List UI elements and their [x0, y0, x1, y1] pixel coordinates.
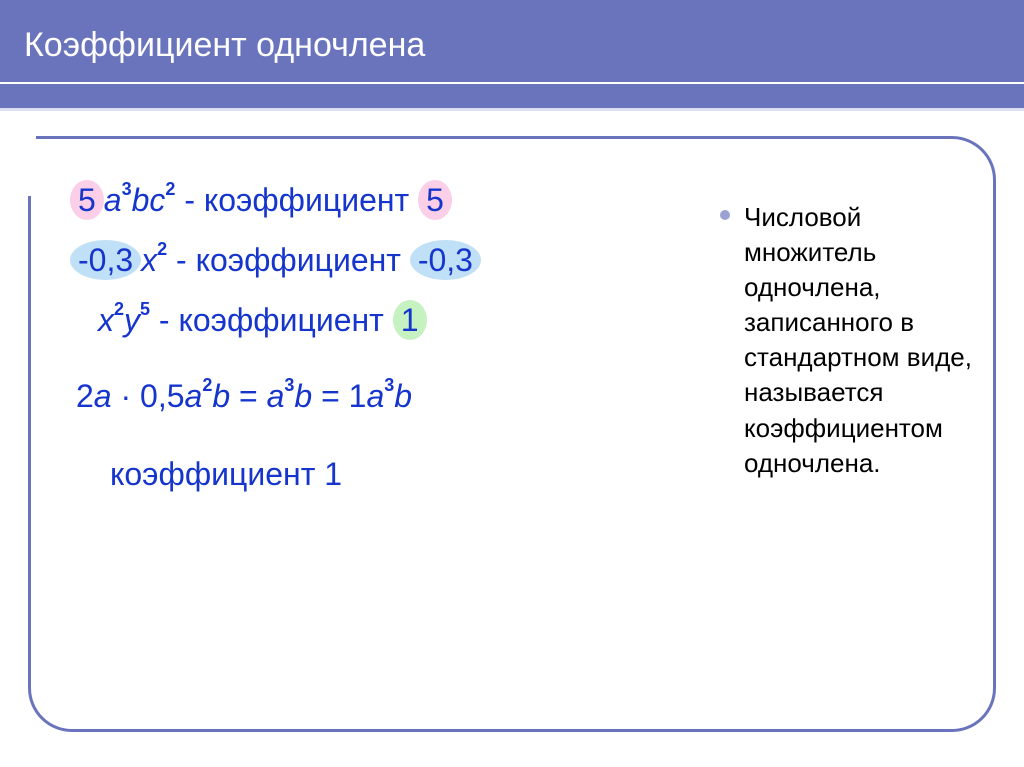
example-2: -0,3x2 - коэффициент -0,3 — [70, 240, 670, 296]
var-b2: b — [294, 378, 312, 414]
coef-highlight: 5 — [70, 180, 104, 220]
var-a3: a — [267, 378, 285, 414]
coef-label: - коэффициент — [184, 182, 418, 218]
var-b3: b — [394, 378, 412, 414]
exp-a: 3 — [122, 179, 132, 199]
definition-bullet: Числовой множитель одночлена, записанног… — [720, 200, 980, 481]
var-a: a — [94, 378, 112, 414]
term-2a: 0,5 — [140, 378, 184, 414]
exp-x: 2 — [157, 239, 167, 259]
coef-label: - коэффициент — [176, 242, 410, 278]
example-4: 2a · 0,5a2b = a3b = 1a3b — [70, 378, 670, 434]
exp-a4: 3 — [384, 375, 394, 395]
example-5: коэффициент 1 — [70, 456, 670, 512]
exp-a3: 3 — [284, 375, 294, 395]
exp-c: 2 — [165, 179, 175, 199]
definition-text: Числовой множитель одночлена, записанног… — [744, 200, 980, 481]
frame-mask — [24, 132, 36, 196]
definition-column: Числовой множитель одночлена, записанног… — [720, 200, 980, 481]
eq2: = 1 — [321, 378, 366, 414]
coef-summary: коэффициент 1 — [110, 456, 342, 492]
var-x: x — [141, 242, 157, 278]
var-a4: a — [366, 378, 384, 414]
coef-highlight: -0,3 — [70, 240, 141, 280]
slide: Коэффициент одночлена 5a3bc2 - коэффицие… — [0, 0, 1024, 767]
example-1: 5a3bc2 - коэффициент 5 — [70, 180, 670, 236]
example-3: x2y5 - коэффициент 1 — [70, 300, 670, 356]
var-y: y — [124, 302, 140, 338]
exp-y: 5 — [140, 299, 150, 319]
coef-value: -0,3 — [410, 240, 481, 280]
examples-column: 5a3bc2 - коэффициент 5 -0,3x2 - коэффици… — [70, 180, 670, 516]
exp-x: 2 — [114, 299, 124, 319]
var-a2: a — [185, 378, 203, 414]
bullet-icon — [720, 210, 730, 220]
coef-value: 5 — [418, 180, 452, 220]
header-shadow — [0, 108, 1024, 111]
eq1: = — [239, 378, 267, 414]
coef-value: 1 — [393, 300, 427, 340]
coef-label: - коэффициент — [159, 302, 393, 338]
term-1: 2 — [76, 378, 94, 414]
dot-operator: · — [120, 378, 131, 414]
var-x: x — [98, 302, 114, 338]
var-bc: bc — [132, 182, 166, 218]
page-title: Коэффициент одночлена — [24, 26, 425, 65]
var-a: a — [104, 182, 122, 218]
exp-a2: 2 — [202, 375, 212, 395]
header-underline — [0, 82, 1024, 84]
var-b1: b — [212, 378, 230, 414]
